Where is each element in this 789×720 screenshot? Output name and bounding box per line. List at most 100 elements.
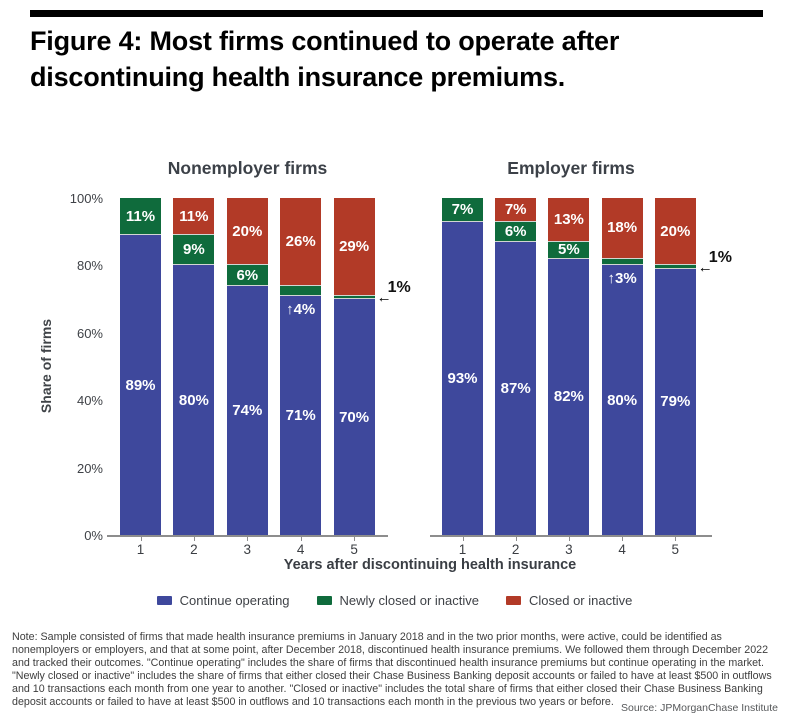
bar-value-label-arrow: ↑4% xyxy=(286,300,316,318)
segment-continue-operating: 82% xyxy=(548,258,590,535)
x-tick-mark xyxy=(568,537,570,541)
bar-value-label: 80% xyxy=(178,391,209,409)
segment-newly-closed xyxy=(654,265,696,269)
x-tick-mark xyxy=(622,537,624,541)
outside-annotation: ← 1% xyxy=(376,279,441,316)
y-tick-label: 20% xyxy=(76,460,103,476)
segment-newly-closed: 6% xyxy=(495,221,537,242)
segment-continue-operating: 74% xyxy=(226,285,268,535)
segment-continue-operating: 80% ↑3% xyxy=(601,265,643,535)
segment-newly-closed xyxy=(333,295,375,300)
segment-closed-inactive: 18% xyxy=(601,198,643,259)
stacked-bar: 71% ↑4% 26% xyxy=(280,198,322,535)
legend-label-closed-inactive: Closed or inactive xyxy=(528,593,633,608)
segment-continue-operating: 93% xyxy=(442,221,483,535)
x-tick-mark xyxy=(354,537,356,541)
bar-value-label: 87% xyxy=(500,379,531,397)
bar-value-label: 74% xyxy=(232,401,263,419)
y-tick-label: 40% xyxy=(76,393,103,409)
segment-continue-operating: 89% xyxy=(120,235,161,535)
stacked-bar: 74% 6% 20% xyxy=(226,198,268,535)
bar-value-label: 7% xyxy=(504,200,527,218)
segment-newly-closed xyxy=(280,285,322,296)
x-tick-mark xyxy=(462,537,464,541)
bar-value-label: 20% xyxy=(232,222,263,240)
segment-continue-operating: 87% xyxy=(495,241,537,535)
x-tick-label: 2 xyxy=(511,542,520,557)
segment-closed-inactive: 20% xyxy=(654,198,696,266)
segment-continue-operating: 80% xyxy=(173,265,215,535)
x-tick-label: 1 xyxy=(458,542,467,557)
legend-label-newly-closed: Newly closed or inactive xyxy=(339,593,479,608)
x-tick-mark xyxy=(193,537,195,541)
x-axis-title: Years after discontinuing health insuran… xyxy=(283,557,577,573)
top-rule xyxy=(30,10,763,17)
x-tick-mark xyxy=(300,537,302,541)
figure-note: Note: Sample consisted of firms that mad… xyxy=(12,631,772,709)
annotation-value: 1% xyxy=(387,279,411,297)
x-tick-mark xyxy=(247,537,249,541)
bar-value-label: 70% xyxy=(339,408,370,426)
legend-label-continue-operating: Continue operating xyxy=(179,593,290,608)
legend-item-closed-inactive: Closed or inactive xyxy=(505,593,633,608)
segment-newly-closed: 6% xyxy=(226,265,268,286)
segment-newly-closed: 7% xyxy=(442,198,483,222)
stacked-bar: 87% 6% 7% xyxy=(495,198,537,535)
segment-closed-inactive: 26% xyxy=(280,198,322,286)
bar-value-label: 6% xyxy=(504,222,527,240)
left-arrow-icon: ← xyxy=(697,259,713,277)
bar-value-label: 89% xyxy=(125,376,156,394)
segment-newly-closed: 11% xyxy=(120,198,161,236)
legend: Continue operating Newly closed or inact… xyxy=(0,593,789,608)
stacked-bar: 80% ↑3% 18% xyxy=(601,198,643,535)
segment-continue-operating: 79% xyxy=(654,268,696,535)
bar-value-label: 20% xyxy=(660,222,691,240)
segment-newly-closed: 5% xyxy=(548,241,590,259)
bar-value-label: 6% xyxy=(236,266,259,284)
annotation-value: 1% xyxy=(708,249,732,267)
legend-item-newly-closed: Newly closed or inactive xyxy=(316,593,479,608)
x-tick-label: 1 xyxy=(136,542,145,557)
outside-annotation: ← 1% xyxy=(697,249,762,286)
segment-continue-operating: 71% ↑4% xyxy=(280,295,322,535)
left-arrow-icon: ← xyxy=(376,289,392,307)
bar-value-label: 18% xyxy=(607,219,638,237)
bar-value-label: 71% xyxy=(285,406,316,424)
segment-continue-operating: 70% xyxy=(333,299,375,535)
bar-value-label: 5% xyxy=(558,241,580,259)
stacked-bar: 79% 20% xyxy=(654,198,696,535)
x-tick-mark xyxy=(675,537,677,541)
segment-closed-inactive: 13% xyxy=(548,198,590,242)
x-tick-mark xyxy=(515,537,517,541)
stacked-bar: 93% 7% xyxy=(442,198,483,535)
bar-value-label: 26% xyxy=(285,232,316,250)
x-tick-label: 5 xyxy=(671,542,680,557)
legend-swatch-newly-closed xyxy=(316,596,332,605)
legend-item-continue-operating: Continue operating xyxy=(156,593,290,608)
x-tick-label: 4 xyxy=(296,542,305,557)
bar-value-label: 80% xyxy=(607,391,638,409)
legend-swatch-closed-inactive xyxy=(505,596,521,605)
legend-swatch-continue-operating xyxy=(156,596,172,605)
segment-newly-closed xyxy=(601,258,643,266)
bar-value-label: 13% xyxy=(553,210,584,228)
stacked-bar: 89% 11% xyxy=(120,198,161,535)
source-attribution: Source: JPMorganChase Institute xyxy=(615,702,778,714)
y-tick-label: 100% xyxy=(69,191,103,206)
segment-closed-inactive: 7% xyxy=(495,198,537,222)
bar-value-label: 93% xyxy=(447,369,478,387)
stacked-bar: 70% 29% xyxy=(333,198,375,535)
bar-value-label: 11% xyxy=(125,207,156,225)
plot-employer: 93% 7% 87% 6% 7% 82% 5% 13% 80% ↑3% 18% 79% 20% xyxy=(430,198,712,537)
panel-title-nonemployer: Nonemployer firms xyxy=(167,158,328,178)
x-tick-label: 3 xyxy=(565,542,573,557)
segment-newly-closed: 9% xyxy=(173,235,215,266)
stacked-bar: 80% 9% 11% xyxy=(173,198,215,535)
bar-value-label: 9% xyxy=(183,241,205,259)
segment-closed-inactive: 11% xyxy=(173,198,215,236)
x-tick-label: 2 xyxy=(190,542,198,557)
bar-value-label: 29% xyxy=(339,237,370,255)
bar-value-label-arrow: ↑3% xyxy=(607,270,637,288)
figure-title: Figure 4: Most firms continued to operat… xyxy=(30,26,620,92)
